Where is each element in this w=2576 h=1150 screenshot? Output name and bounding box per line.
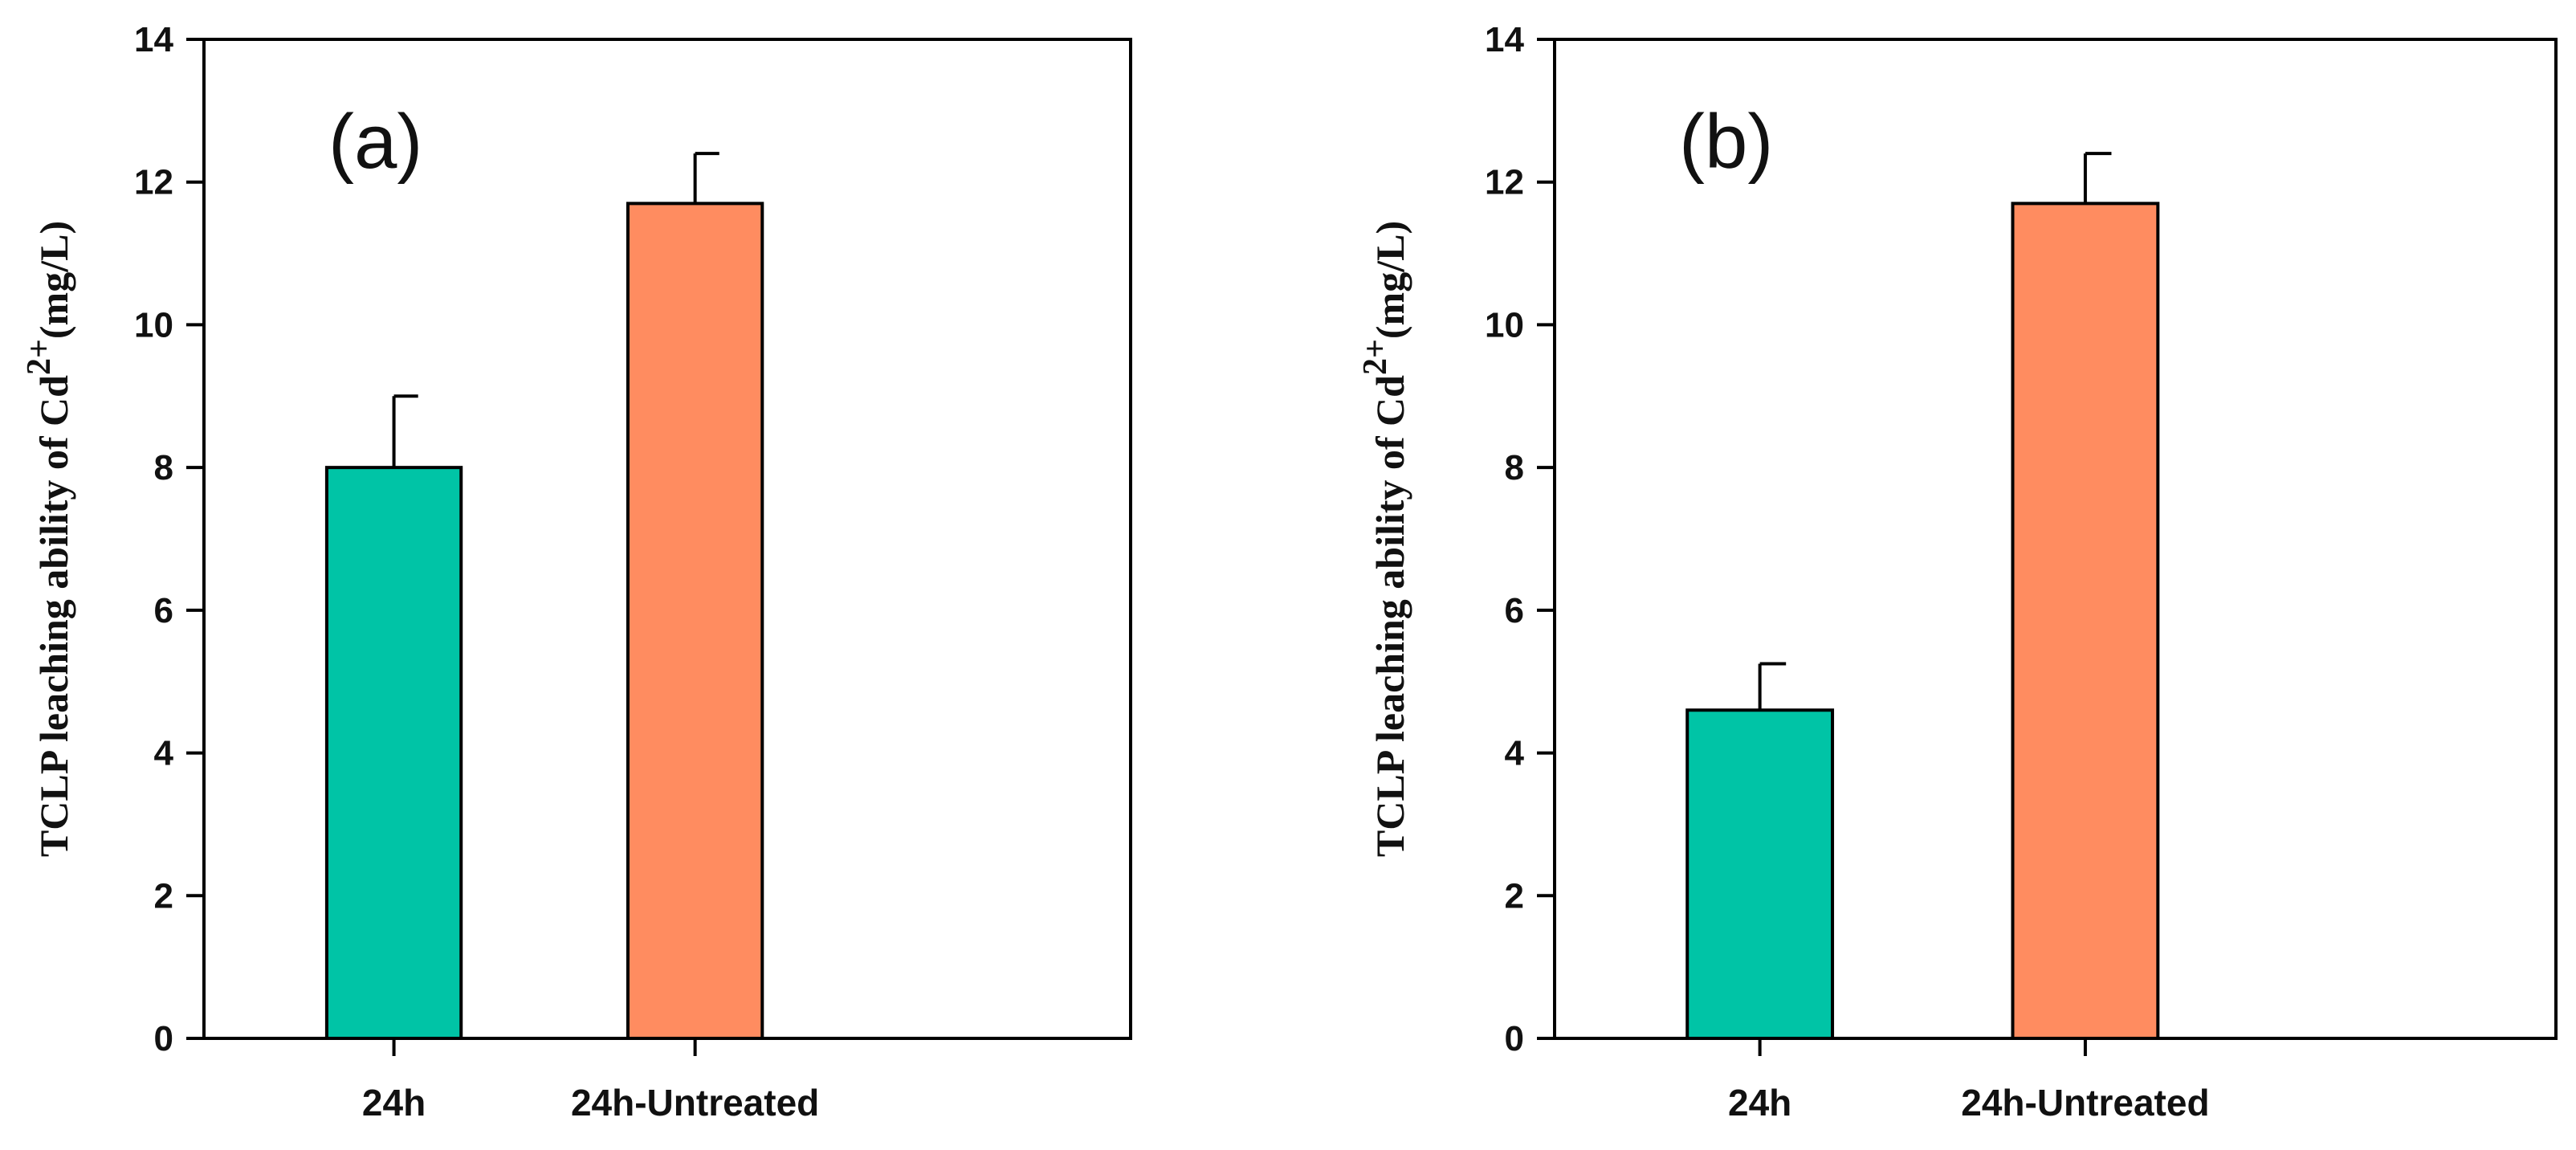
bar-panel-a-1 bbox=[626, 202, 764, 1040]
y-axis-label-panel-b: TCLP leaching ability of Cd2+(mg/L) bbox=[1357, 221, 1412, 857]
plot-frame-panel-b bbox=[1553, 38, 2558, 1040]
bar-panel-a-0 bbox=[324, 466, 463, 1040]
panel-label-panel-b: (b) bbox=[1679, 99, 1773, 185]
x-tick-label-panel-b-0: 24h bbox=[1728, 1082, 1791, 1123]
y-tick-label-panel-a-0: 0 bbox=[154, 1019, 173, 1058]
y-tick-label-panel-a-1: 2 bbox=[154, 876, 173, 916]
y-axis-label-unit: (mg/L) bbox=[1367, 221, 1412, 339]
bar-panel-b-0 bbox=[1685, 708, 1835, 1040]
y-tick-label-panel-a-5: 10 bbox=[134, 305, 173, 345]
x-tick-label-panel-a-1: 24h-Untreated bbox=[571, 1082, 819, 1123]
chart-panel-a: 24h 24h-Untreated 0 2 4 6 8 10 12 14 TCLP leaching… bbox=[21, 20, 1132, 1123]
y-tick-label-panel-a-4: 8 bbox=[154, 448, 173, 487]
y-axis-label-unit: (mg/L) bbox=[31, 221, 76, 339]
y-tick-label-panel-b-5: 10 bbox=[1485, 305, 1524, 345]
y-tick-label-panel-b-2: 4 bbox=[1505, 734, 1525, 773]
y-axis-label-main: TCLP leaching ability of Cd bbox=[1367, 375, 1412, 857]
y-axis-label-panel-a: TCLP leaching ability of Cd2+(mg/L) bbox=[21, 221, 76, 857]
panel-label-panel-a: (a) bbox=[328, 99, 422, 185]
x-tick-label-panel-a-0: 24h bbox=[362, 1082, 426, 1123]
y-axis-label-superscript: 2+ bbox=[21, 339, 58, 375]
y-axis-label-superscript: 2+ bbox=[1357, 339, 1394, 375]
x-tick-label-panel-b-1: 24h-Untreated bbox=[1961, 1082, 2209, 1123]
y-tick-label-panel-b-0: 0 bbox=[1505, 1019, 1524, 1058]
y-axis-label-main: TCLP leaching ability of Cd bbox=[31, 375, 76, 857]
y-tick-label-panel-a-6: 12 bbox=[134, 163, 173, 202]
y-tick-label-panel-b-1: 2 bbox=[1505, 876, 1524, 916]
y-tick-label-panel-a-2: 4 bbox=[154, 734, 174, 773]
y-tick-label-panel-a-7: 14 bbox=[134, 20, 173, 59]
y-tick-label-panel-b-4: 8 bbox=[1505, 448, 1524, 487]
bar-panel-b-1 bbox=[2011, 202, 2160, 1040]
plot-frame-panel-a bbox=[202, 38, 1132, 1040]
y-tick-label-panel-a-3: 6 bbox=[154, 591, 173, 630]
chart-panel-b: 24h 24h-Untreated 0 2 4 6 8 10 12 14 TCLP leaching… bbox=[1357, 20, 2558, 1123]
y-tick-label-panel-b-7: 14 bbox=[1485, 20, 1524, 59]
y-tick-label-panel-b-3: 6 bbox=[1505, 591, 1524, 630]
y-tick-label-panel-b-6: 12 bbox=[1485, 163, 1524, 202]
